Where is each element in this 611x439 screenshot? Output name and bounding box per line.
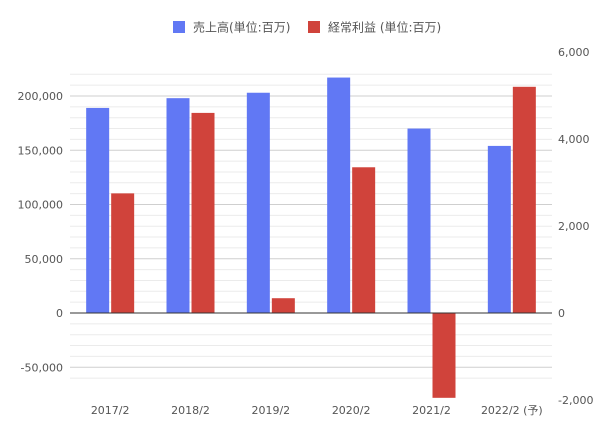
- legend-swatch-sales: [173, 21, 185, 33]
- legend-swatch-profit: [308, 21, 320, 33]
- bar-profit-3: [352, 167, 376, 313]
- bar-profit-2: [271, 298, 295, 313]
- right-axis-ticks: -2,000 0 2,000 4,000 6,000: [558, 46, 593, 407]
- y-right-tick-label: -2,000: [558, 394, 593, 407]
- gridlines: [70, 73, 552, 379]
- x-tick-label: 2019/2: [251, 404, 290, 417]
- y-left-tick-label: 150,000: [18, 144, 64, 157]
- bar-sales-1: [166, 98, 190, 313]
- bar-profit-5: [512, 86, 536, 313]
- x-tick-label: 2018/2: [171, 404, 210, 417]
- y-left-tick-label: 50,000: [25, 253, 64, 266]
- y-left-tick-label: 200,000: [18, 90, 64, 103]
- bar-profit-1: [191, 112, 215, 314]
- bar-sales-5: [487, 145, 511, 313]
- y-right-tick-label: 6,000: [558, 46, 590, 59]
- x-tick-label: 2022/2 (予): [481, 404, 543, 417]
- x-tick-label: 2020/2: [332, 404, 371, 417]
- y-left-tick-label: 0: [56, 307, 63, 320]
- legend-label-profit: 経常利益 (単位:百万): [328, 20, 441, 35]
- legend-label-sales: 売上高(単位:百万): [193, 20, 290, 35]
- bar-sales-0: [86, 107, 110, 313]
- y-left-tick-label: 100,000: [18, 199, 64, 212]
- x-tick-label: 2017/2: [91, 404, 130, 417]
- y-right-tick-label: 4,000: [558, 133, 590, 146]
- x-tick-label: 2021/2: [412, 404, 451, 417]
- y-left-tick-label: -50,000: [21, 361, 63, 374]
- y-right-tick-label: 0: [558, 307, 565, 320]
- legend: 売上高(単位:百万) 経常利益 (単位:百万): [173, 20, 441, 35]
- y-right-tick-label: 2,000: [558, 220, 590, 233]
- bar-sales-2: [246, 92, 270, 314]
- bar-profit-0: [111, 193, 135, 313]
- left-axis-ticks: -50,000 0 50,000 100,000 150,000 200,000: [18, 90, 64, 374]
- bars: [86, 77, 536, 398]
- x-axis-ticks: 2017/2 2018/2 2019/2 2020/2 2021/2 2022/2 (予): [91, 404, 543, 417]
- bar-sales-4: [407, 128, 431, 313]
- bar-sales-3: [327, 77, 351, 314]
- bar-profit-4: [432, 313, 456, 398]
